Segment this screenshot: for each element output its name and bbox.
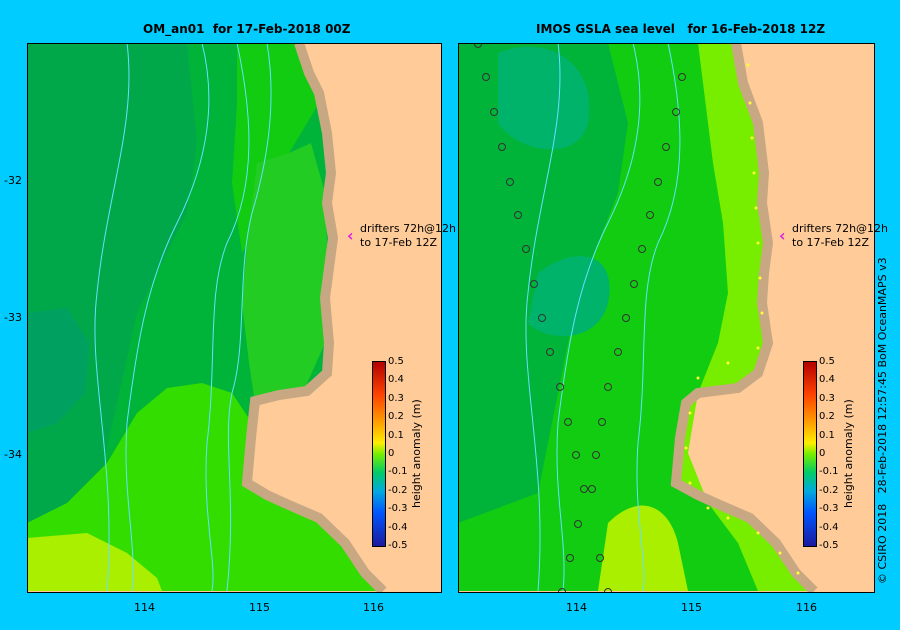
colorbar-tick-label: -0.2 [388,484,408,496]
y-tick-label: -33 [4,311,22,324]
x-tick-label: 115 [249,601,270,614]
colorbar-tick-label: 0.3 [819,392,835,404]
colorbar-tick-label: -0.2 [819,484,839,496]
left-contour-1 [94,43,130,592]
right-contour-2 [556,43,641,592]
drifter-track [474,43,686,593]
drifter-point [672,108,680,116]
right-coastline [670,43,818,593]
drifter-point [546,348,554,356]
left-drifters-note: drifters 72h@12h to 17-Feb 12Z [360,222,457,249]
colorbar-tick-label: 0 [819,448,826,459]
left-colorbar [372,361,386,547]
drifter-point [538,314,546,322]
right-colorbar-label: height anomaly (m) [842,399,855,508]
colorbar-tick-label: -0.3 [819,503,839,515]
colorbar-tick-label: 0.5 [819,356,835,367]
credit-text: © CSIRO 2018 28-Feb-2018 12:57:45 BoM Oc… [876,257,889,584]
colorbar-tick-label: 0.3 [388,392,404,404]
drifter-point [530,280,538,288]
drifter-point [588,485,596,493]
colorbar-tick-label: 0.2 [388,411,404,423]
drifter-point [580,485,588,493]
colorbar-tick-label: 0.1 [819,429,835,441]
colorbar-tick-label: 0.1 [388,429,404,441]
right-south-yellow [598,505,688,591]
x-tick-label: 116 [363,601,384,614]
left-dark-band [27,43,197,543]
left-south-yellow [27,533,162,591]
x-tick-label: 114 [566,601,587,614]
left-contour-4 [226,43,272,592]
x-tick-label: 116 [796,601,817,614]
colorbar-tick-label: -0.3 [388,503,408,515]
right-panel-title: IMOS GSLA sea level for 16-Feb-2018 12Z [536,22,826,36]
drifter-point [646,211,654,219]
drifter-point [522,245,530,253]
drifter-point [506,178,514,186]
right-contour-1 [525,43,561,592]
colorbar-tick-label: -0.4 [388,521,408,533]
drifter-point [662,143,670,151]
drifter-arrow-icon: ‹ [347,226,354,245]
left-contour-2 [125,43,210,592]
right-teal-north [498,46,590,150]
left-panel-title: OM_an01 for 17-Feb-2018 00Z [143,22,351,36]
drifter-point [678,73,686,81]
right-contour-3 [636,43,681,592]
drifter-point [614,348,622,356]
coastal-drifter-dots [684,63,800,575]
drifter-arrow-icon: ‹ [779,226,786,245]
right-drifters-note: drifters 72h@12h to 17-Feb 12Z [792,222,889,249]
drifter-point [654,178,662,186]
colorbar-tick-label: 0.4 [388,374,404,386]
colorbar-tick-label: 0.5 [388,356,404,367]
drifter-point [596,554,604,562]
y-tick-label: -32 [4,174,22,187]
drifter-point [498,143,506,151]
left-contour-3 [205,43,250,592]
colorbar-tick-label: 0.2 [819,411,835,423]
y-tick-label: -34 [4,448,22,461]
right-colorbar [803,361,817,547]
colorbar-tick-label: 0 [388,448,395,459]
colorbar-tick-label: -0.5 [388,540,408,551]
left-coast-band [242,143,327,403]
colorbar-tick-label: -0.1 [819,466,839,478]
right-teal-mid [528,256,610,337]
drifter-point [598,418,606,426]
left-coastline [241,43,387,593]
colorbar-tick-label: -0.1 [388,466,408,478]
colorbar-tick-label: 0.4 [819,374,835,386]
drifter-point [622,314,630,322]
left-south-light [27,383,383,591]
x-tick-label: 115 [681,601,702,614]
colorbar-tick-label: -0.4 [819,521,839,533]
drifter-point [564,418,572,426]
drifter-point [490,108,498,116]
drifter-point [566,554,574,562]
drifter-point [556,383,564,391]
right-coast-light [676,43,814,591]
left-colorbar-label: height anomaly (m) [410,399,423,508]
drifter-point [514,211,522,219]
drifter-point [574,520,582,528]
drifter-point [630,280,638,288]
left-map [27,43,442,593]
drifter-point [572,451,580,459]
drifter-point [592,451,600,459]
drifter-point [482,73,490,81]
x-tick-label: 114 [134,601,155,614]
left-teal-patch [27,308,89,433]
drifter-point [638,245,646,253]
drifter-point [604,383,612,391]
colorbar-tick-label: -0.5 [819,540,839,551]
